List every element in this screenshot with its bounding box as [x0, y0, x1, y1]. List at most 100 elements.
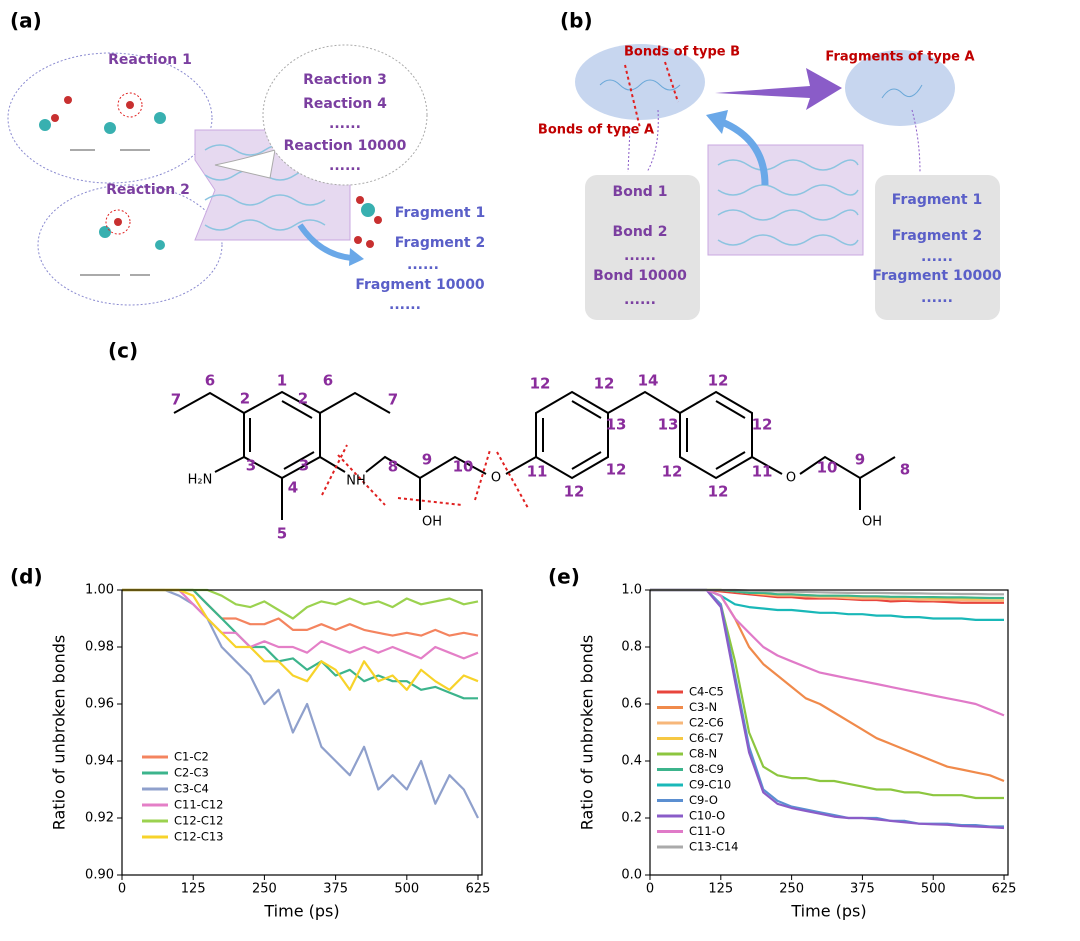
circle-shape	[64, 96, 72, 104]
atom-number: 6	[323, 372, 333, 390]
path-shape	[607, 390, 681, 414]
atom-number: 10	[817, 459, 838, 477]
y-tick-label: 0.2	[621, 811, 642, 826]
atom-number: 12	[564, 483, 585, 501]
polymer-chains	[717, 159, 859, 246]
series-line	[122, 588, 479, 819]
fragment-item: ......	[389, 297, 421, 313]
y-tick-label: 0.96	[85, 697, 114, 712]
path-shape	[686, 400, 746, 470]
charts: (d)0.900.920.940.960.981.000 125 250 375 500…	[10, 565, 1016, 921]
y-tick-label: 0.0	[621, 868, 642, 883]
circle-shape	[361, 203, 375, 217]
fragment-item: Fragment 2	[892, 228, 982, 244]
legend-label: C11-O	[689, 824, 725, 838]
circle-shape	[104, 122, 116, 134]
panel-label: (e)	[548, 565, 580, 589]
legend-label: C9-C10	[689, 778, 731, 792]
annotation: Bonds of type B	[624, 45, 740, 60]
bond-item: ......	[624, 292, 656, 308]
legend-label: C10-O	[689, 809, 725, 823]
circle-shape	[366, 240, 374, 248]
x-axis-title: Time (ps)	[263, 902, 339, 921]
series-line	[650, 588, 1004, 596]
legend-label: C9-O	[689, 793, 718, 807]
reaction-label: Reaction 1	[108, 52, 192, 68]
fragment-item: Fragment 1	[395, 205, 485, 221]
reaction-item: ......	[329, 116, 361, 132]
circle-shape	[99, 226, 111, 238]
path-shape	[70, 149, 150, 276]
x-tick-label: 500	[394, 882, 419, 897]
annotation: Bonds of type A	[538, 123, 654, 138]
panel-label: (c)	[108, 339, 138, 363]
bond-item: Bond 10000	[593, 268, 687, 284]
x-axis-title: Time (ps)	[790, 902, 866, 921]
fragment-item: Fragment 1	[892, 192, 982, 208]
arrow-head	[706, 110, 728, 134]
arrow	[720, 118, 769, 186]
reaction-item: Reaction 3	[303, 72, 387, 88]
x-tick-label: 500	[921, 882, 946, 897]
molecule	[173, 390, 896, 520]
atom-number: 3	[246, 457, 256, 475]
bubble-tail	[214, 149, 276, 179]
atom-number: 12	[662, 463, 683, 481]
big-arrow	[715, 68, 842, 110]
legend-label: C4-C5	[689, 685, 724, 699]
path-shape	[321, 444, 529, 509]
series-line	[122, 588, 479, 660]
atom-number: 2	[298, 390, 308, 408]
fragment-box	[875, 175, 1000, 320]
legend-label: C12-C12	[174, 814, 223, 828]
bond-item: Bond 2	[613, 224, 668, 240]
x-tick-label: 375	[850, 882, 875, 897]
atom-number: 12	[530, 375, 551, 393]
circle-shape	[354, 236, 362, 244]
bond-item: ......	[624, 248, 656, 264]
plot-frame	[649, 589, 1009, 876]
simulation-box	[707, 144, 864, 256]
atom-number: 11	[752, 463, 773, 481]
panel-label: (d)	[10, 565, 43, 589]
y-tick-label: 1.00	[85, 583, 114, 598]
bond-item: Bond 1	[613, 184, 668, 200]
y-tick-label: 0.8	[621, 640, 642, 655]
atom-number: 8	[388, 458, 398, 476]
atom-number: 7	[171, 391, 181, 409]
atom-group: OH	[422, 515, 442, 530]
atom-number: 3	[299, 457, 309, 475]
fragment-item: Fragment 10000	[872, 268, 1002, 284]
path-shape	[542, 400, 602, 470]
path-shape	[751, 455, 896, 510]
legend-label: C2-C6	[689, 716, 724, 730]
x-tick-label: 125	[708, 882, 733, 897]
y-tick-label: 0.6	[621, 697, 642, 712]
chain	[599, 79, 681, 91]
x-tick-label: 0	[118, 882, 126, 897]
x-tick-label: 125	[181, 882, 206, 897]
series-line	[122, 588, 479, 691]
atom-number: 12	[606, 461, 627, 479]
circle-shape	[126, 101, 134, 109]
bond-box	[585, 175, 700, 320]
atom-group: NH	[346, 474, 366, 489]
x-tick-label: 625	[992, 882, 1017, 897]
plot-frame	[121, 589, 483, 876]
atom-number: 9	[855, 451, 865, 469]
atom-number: 14	[638, 372, 659, 390]
atom-group: OH	[862, 515, 882, 530]
atom-number: 5	[277, 525, 287, 543]
annotation: Fragments of type A	[825, 50, 974, 65]
circle-shape	[154, 112, 166, 124]
atom-number: 7	[388, 391, 398, 409]
legend-label: C8-N	[689, 747, 717, 761]
atom-number: 13	[658, 416, 679, 434]
reaction-bubble	[37, 184, 223, 306]
reaction-item: Reaction 10000	[284, 138, 407, 154]
reaction-label: Reaction 2	[106, 182, 190, 198]
fragment-item: ......	[921, 290, 953, 306]
circle-shape	[105, 209, 131, 235]
y-tick-label: 0.4	[621, 754, 642, 769]
atom-number: 12	[594, 375, 615, 393]
